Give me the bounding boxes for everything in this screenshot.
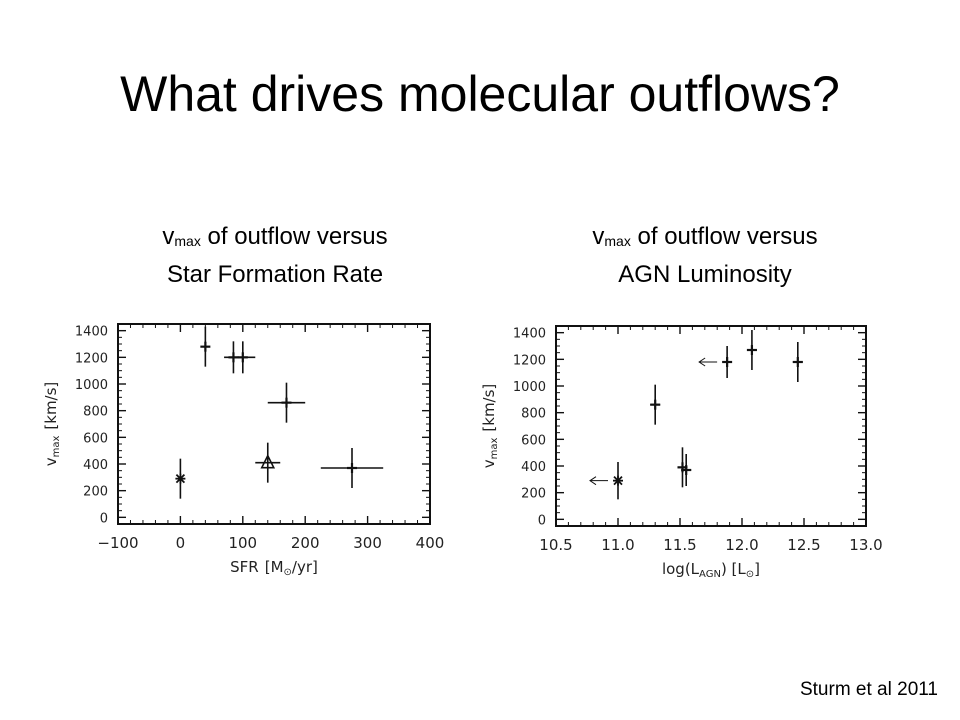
x-tick-label: 12.5 (787, 536, 820, 554)
data-point (267, 382, 306, 423)
x-tick-label: 300 (353, 534, 382, 552)
x-axis-label-unit-sub: ⊙ (746, 569, 754, 580)
agn-scatter-plot: 10.5 11.0 11.5 12.0 12.5 13.0 0 200 400 600 800 100… (480, 325, 883, 580)
data-point (746, 330, 757, 370)
y-tick-label: 200 (521, 487, 546, 502)
left-subtitle-line2: Star Formation Rate (166, 261, 384, 288)
x-tick-label: 10.5 (539, 536, 572, 554)
y-axis-label-base: v (480, 459, 498, 468)
y-tick-label: 800 (83, 405, 108, 420)
x-tick-label: 400 (416, 534, 445, 552)
data-point (792, 342, 803, 382)
y-tick-label: 1400 (513, 327, 546, 342)
y-tick-label: 1000 (513, 380, 546, 395)
data-point (650, 384, 661, 425)
x-axis-label-base: SFR (230, 558, 259, 576)
plot-area (117, 323, 431, 525)
left-subtitle-prefix: v (162, 223, 175, 250)
x-tick-label: 11.5 (663, 536, 696, 554)
plot-area (555, 325, 867, 527)
y-axis-label-unit: [km/s] (480, 384, 498, 432)
data-point (681, 454, 692, 486)
data-point (200, 326, 211, 367)
slide-title: What drives molecular outflows? (120, 66, 840, 122)
right-subtitle-prefix: v (592, 223, 605, 250)
y-tick-label: 1000 (75, 378, 108, 393)
y-tick-label: 1200 (75, 351, 108, 366)
x-axis-label-tail: /yr] (292, 558, 318, 576)
sfr-scatter-plot: −100 0 100 200 300 400 0 200 400 600 800 1000 1200 14… (42, 323, 445, 578)
upper-limit-arrowhead (589, 476, 597, 486)
y-tick-label: 200 (83, 485, 108, 500)
upper-limit-arrowhead (698, 357, 706, 367)
y-axis-label-base: v (42, 457, 60, 466)
left-chart-subtitle: vmax of outflow versus Star Formation Ra… (95, 220, 455, 291)
y-axis-label: vmax [km/s] (42, 382, 62, 467)
x-axis-label: SFR [M⊙/yr] (230, 558, 318, 578)
x-axis-label-unit-sub: ⊙ (284, 567, 292, 578)
y-tick-label: 1200 (513, 353, 546, 368)
x-axis-label-sub: AGN (699, 569, 721, 580)
x-tick-label: 0 (176, 534, 186, 552)
x-tick-label: 11.0 (601, 536, 634, 554)
x-axis-label-base: log(L (662, 560, 700, 578)
triangle-marker (260, 453, 276, 469)
right-subtitle-sub: max (604, 233, 631, 249)
left-subtitle-line1: of outflow versus (200, 223, 388, 250)
y-tick-label: 600 (83, 431, 108, 446)
x-axis-label: log(LAGN) [L⊙] (662, 560, 760, 580)
y-tick-label: 0 (100, 511, 108, 526)
data-point (698, 346, 733, 378)
right-chart-subtitle: vmax of outflow versus AGN Luminosity (525, 220, 885, 291)
left-subtitle-sub: max (174, 233, 201, 249)
data-point (255, 442, 281, 483)
y-axis-label-sub: max (489, 438, 500, 460)
data-point (230, 341, 256, 374)
y-tick-label: 400 (521, 460, 546, 475)
y-axis-label: vmax [km/s] (480, 384, 500, 469)
x-axis-label-tail: ] (754, 560, 760, 578)
y-tick-label: 600 (521, 433, 546, 448)
right-subtitle-line1: of outflow versus (630, 223, 818, 250)
citation: Sturm et al 2011 (799, 679, 938, 700)
y-tick-label: 1400 (75, 325, 108, 340)
x-axis-label-mid: ) [L (721, 560, 746, 578)
x-tick-label: −100 (97, 534, 138, 552)
x-tick-label: 100 (228, 534, 257, 552)
data-point (589, 462, 623, 500)
x-tick-label: 13.0 (849, 536, 882, 554)
asterisk-marker (613, 476, 623, 486)
y-axis-label-unit: [km/s] (42, 382, 60, 430)
y-tick-label: 800 (521, 407, 546, 422)
y-tick-label: 400 (83, 458, 108, 473)
data-point (320, 448, 384, 488)
plot-frame (117, 323, 431, 525)
x-axis-label-unit: [M (265, 558, 284, 576)
x-tick-label: 12.0 (725, 536, 758, 554)
right-subtitle-line2: AGN Luminosity (618, 261, 792, 288)
x-tick-label: 200 (291, 534, 320, 552)
plot-frame (555, 325, 867, 527)
data-point (175, 458, 186, 499)
y-axis-label-sub: max (51, 436, 62, 458)
asterisk-marker (175, 474, 186, 484)
y-tick-label: 0 (538, 513, 546, 528)
